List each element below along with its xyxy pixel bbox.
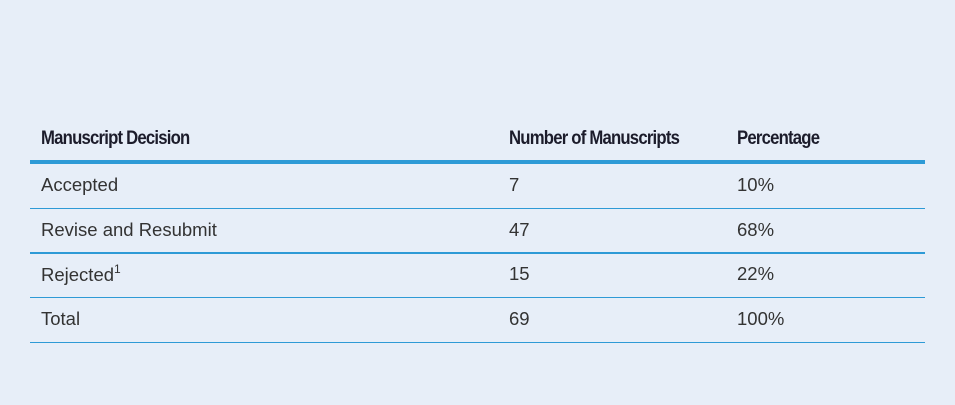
table-cell: 100% [737,308,785,330]
table-cell: 10% [737,174,775,195]
table-cell: 68% [737,218,775,240]
table-cell: 69 [509,308,530,330]
column-header: Manuscript Decision [41,128,190,149]
row-rule [30,207,925,209]
footnote-mark: 1 [114,262,121,277]
column-header: Number of Manuscripts [509,128,680,149]
table-cell: 47 [509,218,530,240]
row-rule [30,341,925,344]
table-cell: 15 [509,263,530,285]
table-cell: Total [41,308,81,330]
cell-text: Rejected [41,264,115,286]
table-cell: 22% [737,263,775,285]
row-rule [30,297,925,299]
table-cell: Accepted [41,174,119,195]
table-cell: 7 [509,174,520,195]
table-cell: Rejected1 [41,262,121,286]
column-header: Percentage [737,128,820,149]
table-cell: Revise and Resubmit [41,218,217,240]
header-rule [30,160,925,164]
row-rule [30,252,925,254]
